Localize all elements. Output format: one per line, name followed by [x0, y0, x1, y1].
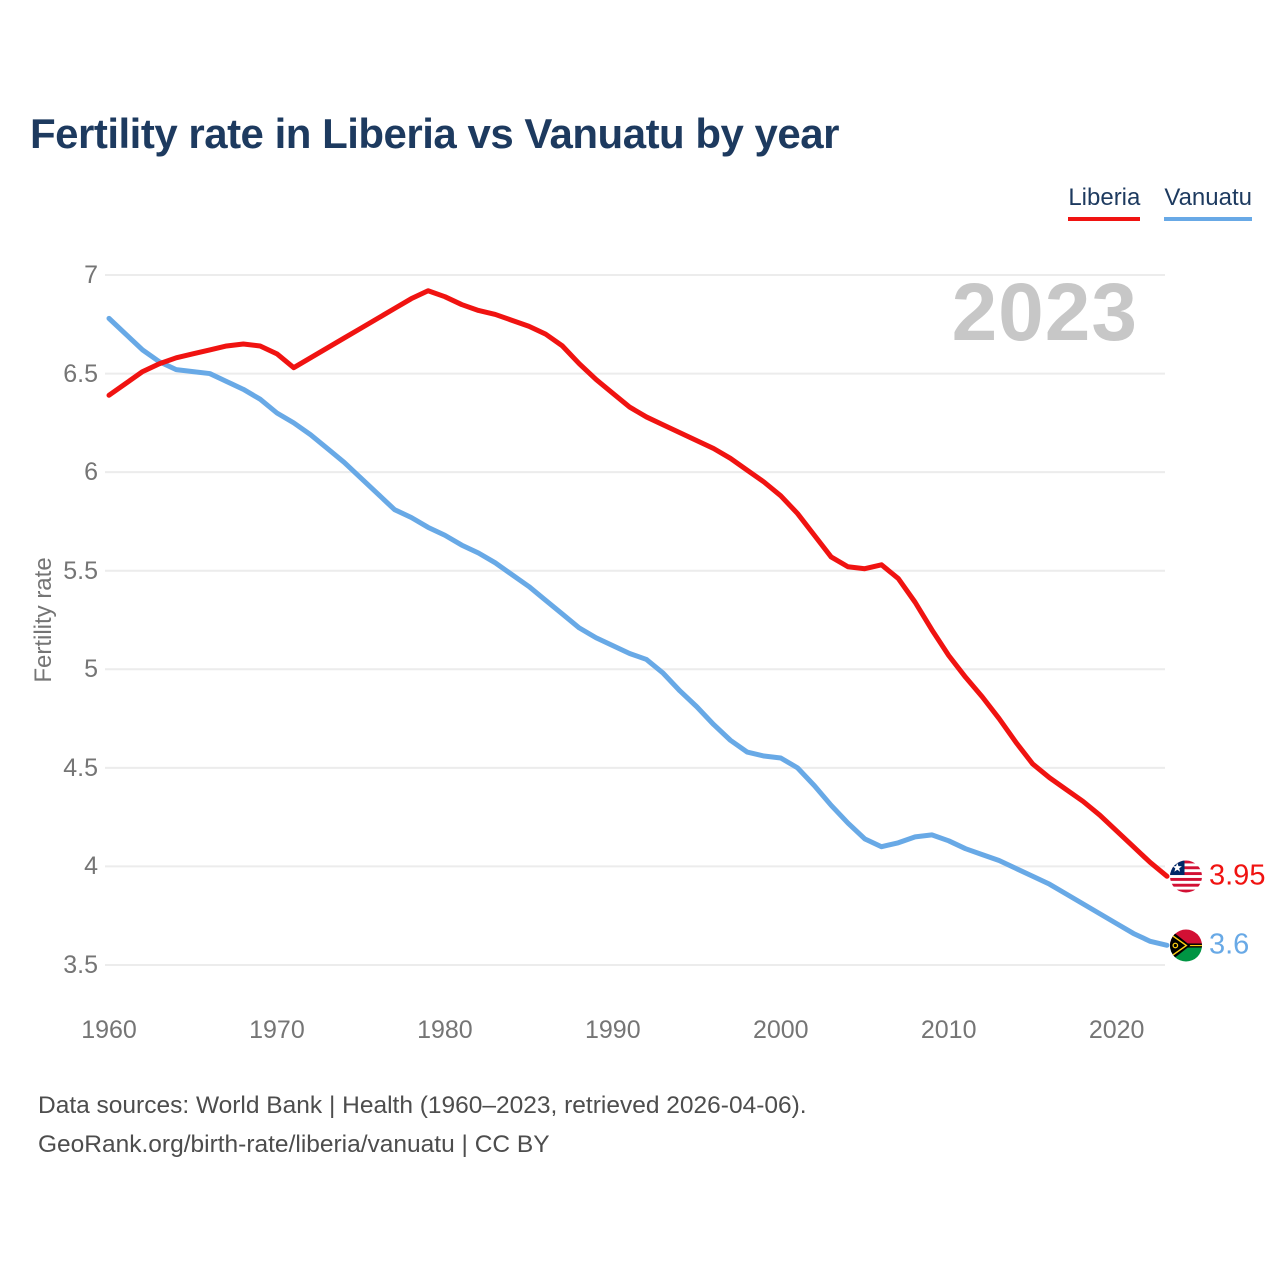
y-tick-label: 5.5	[63, 556, 98, 585]
end-label-vanuatu: 3.6	[1170, 929, 1249, 962]
x-tick-label: 2020	[1088, 1016, 1145, 1044]
x-tick-label: 1970	[249, 1016, 305, 1044]
legend-item-vanuatu[interactable]: Vanuatu	[1164, 184, 1252, 221]
data-source-note: Data sources: World Bank | Health (1960–…	[38, 1086, 807, 1164]
y-tick-label: 7	[84, 261, 98, 289]
attribution-line: GeoRank.org/birth-rate/liberia/vanuatu |…	[38, 1131, 550, 1158]
vanuatu-line	[106, 315, 1170, 948]
legend-item-liberia[interactable]: Liberia	[1068, 184, 1141, 221]
y-tick-label: 3.5	[63, 951, 98, 979]
x-tick-label: 2000	[752, 1016, 809, 1044]
end-label-liberia: 3.95	[1170, 860, 1265, 893]
liberia-line	[106, 288, 1170, 879]
y-tick-label: 6.5	[63, 359, 98, 388]
liberia-flag-icon	[1170, 860, 1202, 893]
x-tick-label: 2010	[920, 1016, 977, 1044]
watermark-year: 2023	[951, 267, 1138, 358]
end-value-vanuatu: 3.6	[1209, 928, 1250, 961]
page-title: Fertility rate in Liberia vs Vanuatu by …	[30, 110, 839, 157]
source-line: Data sources: World Bank | Health (1960–…	[38, 1092, 807, 1119]
y-tick-label: 4	[84, 852, 98, 881]
chart-legend: Liberia Vanuatu	[1068, 184, 1252, 221]
y-tick-label: 5	[84, 655, 98, 684]
end-value-liberia: 3.95	[1209, 859, 1266, 892]
x-tick-label: 1960	[81, 1016, 137, 1044]
y-tick-label: 6	[84, 458, 98, 487]
y-tick-label: 4.5	[63, 753, 98, 782]
vanuatu-flag-icon	[1170, 929, 1202, 962]
x-tick-label: 1990	[585, 1016, 641, 1044]
x-tick-label: 1980	[417, 1016, 473, 1044]
